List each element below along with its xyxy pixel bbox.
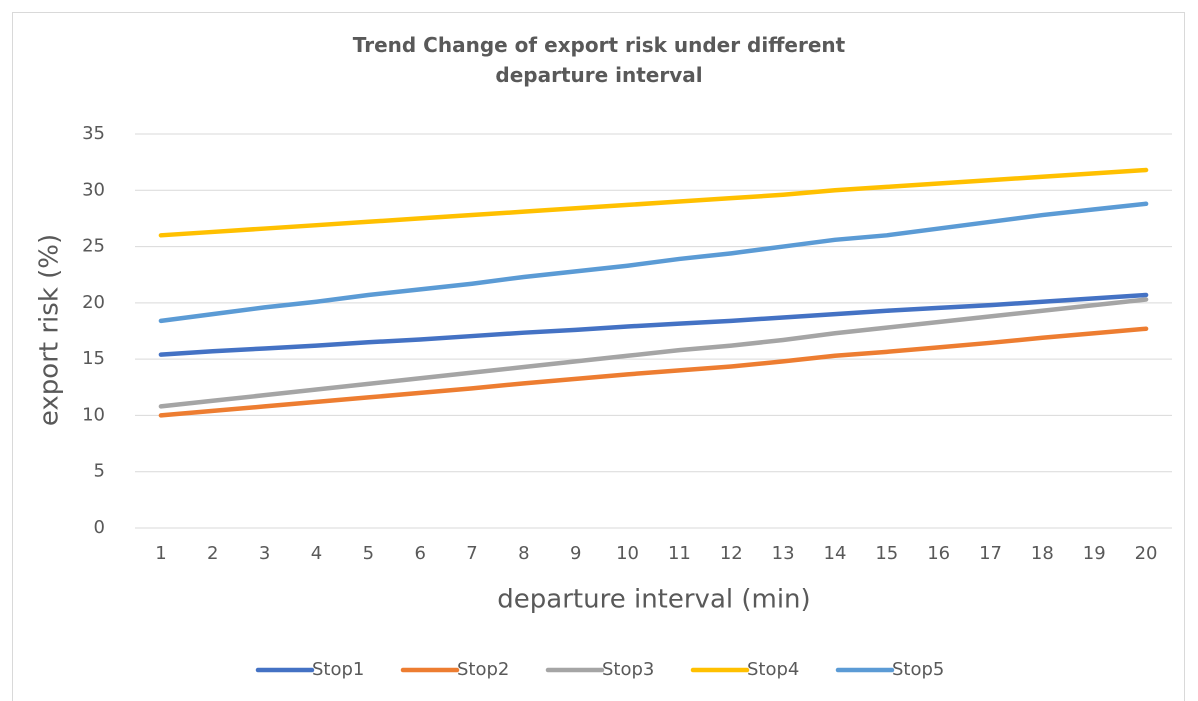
series-line [158, 167, 1149, 238]
x-tick-label: 14 [824, 543, 847, 564]
y-tick-label: 10 [82, 404, 105, 425]
x-tick-label: 13 [772, 543, 795, 564]
y-tick-label: 15 [82, 348, 105, 369]
x-axis-label: departure interval (min) [497, 585, 810, 615]
y-tick-label: 5 [94, 461, 105, 482]
y-axis-label: export risk (%) [35, 234, 65, 426]
series-line [158, 297, 1149, 409]
x-tick-label: 2 [207, 543, 218, 564]
x-tick-label: 1 [155, 543, 166, 564]
x-tick-label: 3 [259, 543, 270, 564]
y-tick-label: 35 [82, 123, 105, 144]
legend-label: Stop2 [457, 659, 509, 680]
y-tick-label: 0 [94, 517, 105, 538]
legend-label: Stop4 [747, 659, 799, 680]
x-tick-label: 20 [1135, 543, 1158, 564]
x-tick-label: 16 [927, 543, 950, 564]
legend-label: Stop1 [312, 659, 364, 680]
x-tick-label: 7 [466, 543, 477, 564]
x-tick-label: 15 [875, 543, 898, 564]
x-tick-label: 5 [363, 543, 374, 564]
x-tick-label: 19 [1083, 543, 1106, 564]
series-line [158, 292, 1149, 357]
legend-label: Stop5 [892, 659, 944, 680]
x-tick-label: 11 [668, 543, 691, 564]
series-line [158, 201, 1149, 324]
x-tick-label: 10 [616, 543, 639, 564]
x-tick-label: 9 [570, 543, 581, 564]
x-tick-label: 8 [518, 543, 529, 564]
chart-title: Trend Change of export risk under differ… [352, 33, 846, 87]
x-tick-label: 17 [979, 543, 1002, 564]
x-tick-label: 4 [311, 543, 322, 564]
chart-border [12, 12, 1185, 701]
legend-label: Stop3 [602, 659, 654, 680]
x-tick-label: 18 [1031, 543, 1054, 564]
y-tick-label: 25 [82, 236, 105, 257]
y-tick-label: 20 [82, 292, 105, 313]
x-tick-label: 6 [414, 543, 425, 564]
series-line [158, 326, 1149, 418]
x-tick-label: 12 [720, 543, 743, 564]
y-tick-label: 30 [82, 179, 105, 200]
